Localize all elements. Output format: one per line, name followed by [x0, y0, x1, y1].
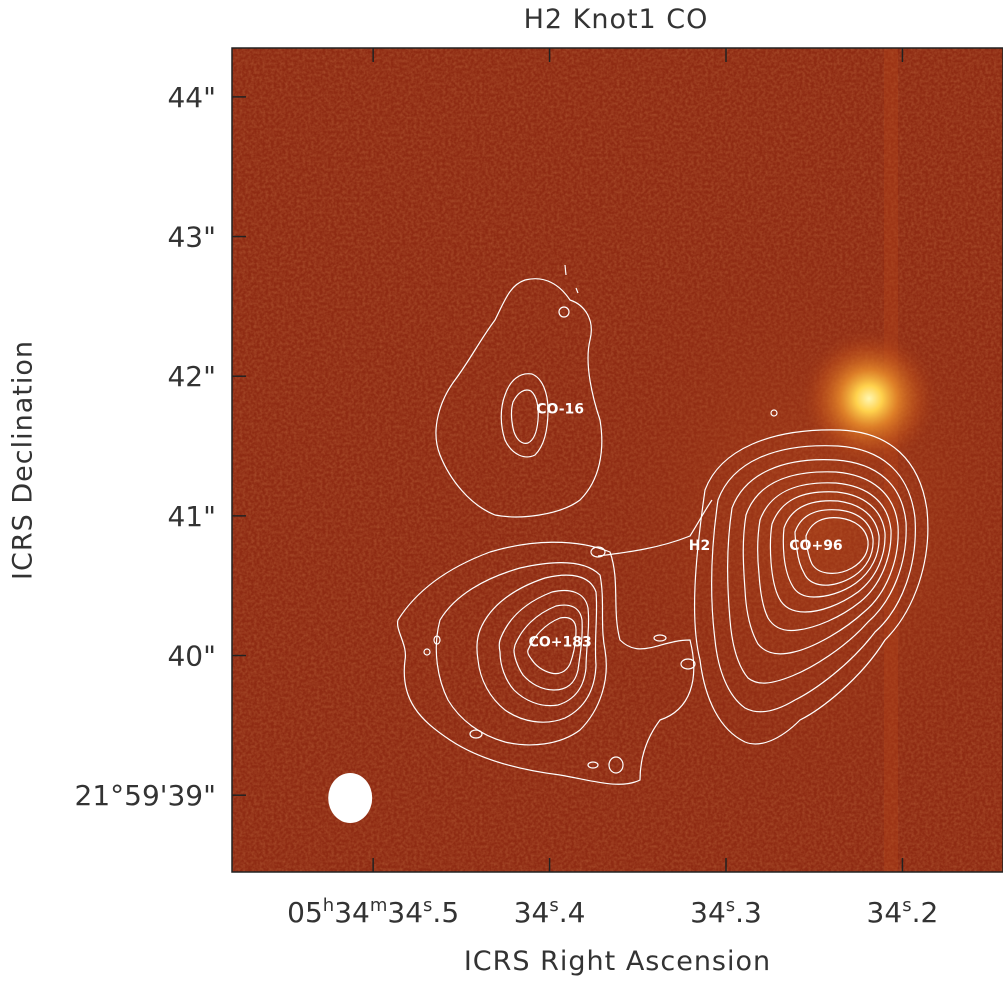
- y-tick-label: 21°59'39": [75, 779, 216, 812]
- source-label: H2: [689, 538, 710, 554]
- contour-co183-3: [476, 574, 598, 723]
- contour-blob: [608, 756, 624, 774]
- contour-co183-4: [498, 589, 590, 707]
- y-tick-labels: 21°59'39" 40" 41" 42" 43" 44": [75, 81, 216, 812]
- image-layer: [232, 48, 1003, 872]
- contour-co96-1: [693, 429, 929, 745]
- contour-blob: [433, 635, 441, 645]
- contour-co16-3: [510, 389, 539, 444]
- y-tick-label: 43": [167, 221, 216, 254]
- contour-co96-3: [727, 459, 907, 684]
- contour-co183-2: [435, 562, 607, 746]
- contour-co96-2: [710, 445, 916, 713]
- contour-blob: [558, 306, 570, 318]
- x-tick-labels: 05h34m34s.5 34s.4 34s.3 34s.2: [287, 895, 938, 929]
- y-tick-label: 44": [167, 81, 216, 114]
- source-label: CO+96: [789, 538, 842, 554]
- y-tick-label: 41": [167, 500, 216, 533]
- source-label: CO+183: [529, 635, 592, 651]
- bright-star: [796, 326, 941, 471]
- contour-blob: [680, 658, 696, 670]
- contour-co96-4: [742, 471, 899, 655]
- contour-co16-2: [500, 373, 549, 458]
- contour-blob: [587, 761, 599, 769]
- beam-ellipse: [328, 772, 373, 823]
- contour-co96-6: [769, 491, 886, 613]
- source-label: CO-16: [536, 401, 584, 417]
- contour-tick: [564, 264, 567, 276]
- co-contours: [396, 264, 929, 785]
- contour-bridge: [597, 499, 713, 557]
- contour-blob: [653, 634, 667, 642]
- y-tick-label: 42": [167, 360, 216, 393]
- x-tick-label: 34s.3: [690, 895, 762, 929]
- chart-title: H2 Knot1 CO: [523, 4, 709, 35]
- contour-blob: [423, 648, 431, 656]
- y-tick-label: 40": [167, 640, 216, 673]
- x-axis-label: ICRS Right Ascension: [463, 946, 772, 977]
- x-tick-label: 34s.4: [514, 895, 586, 929]
- contour-co183-6: [527, 616, 577, 675]
- x-tick-label: 05h34m34s.5: [287, 895, 459, 929]
- contour-tick: [575, 287, 579, 294]
- contour-co16-1: [435, 278, 603, 518]
- contour-blob: [590, 546, 606, 558]
- x-tick-label: 34s.2: [867, 895, 939, 929]
- contour-co96-9: [805, 517, 869, 574]
- axis-ticks: [232, 48, 904, 872]
- contour-blob: [770, 409, 778, 417]
- contour-co183-1: [396, 541, 695, 785]
- contour-co183-5: [513, 604, 583, 691]
- contour-co96-8: [794, 509, 874, 586]
- plot-frame: [231, 47, 1003, 873]
- source-labels: CO-16 CO+183 CO+96 H2: [529, 401, 843, 650]
- contour-co96-5: [757, 482, 892, 632]
- contour-blob: [469, 729, 483, 739]
- contour-co96-7: [782, 500, 880, 598]
